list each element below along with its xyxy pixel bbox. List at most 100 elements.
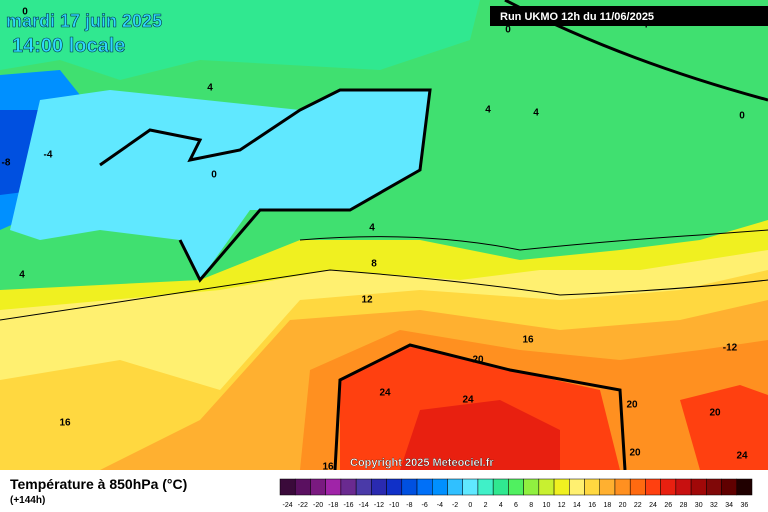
legend-label: -16 (343, 502, 353, 509)
legend-label: 26 (664, 502, 672, 509)
contour-0 (99, 88, 432, 283)
legend-label: 24 (649, 502, 657, 509)
legend-swatch (690, 478, 707, 496)
date-label: mardi 17 juin 2025 (6, 11, 162, 31)
contour-12 (0, 269, 768, 321)
legend-label: -6 (422, 502, 428, 509)
contour-label: 4 (369, 223, 375, 234)
legend-label: 10 (543, 502, 551, 509)
legend-swatch (508, 478, 524, 496)
legend-swatch (371, 478, 387, 496)
contour-label: 4 (533, 108, 539, 119)
legend-swatch (614, 478, 631, 496)
legend-label: 16 (588, 502, 596, 509)
legend-label: -10 (389, 502, 399, 509)
legend-label: -8 (406, 502, 412, 509)
contour-8 (299, 229, 768, 251)
legend-label: 28 (680, 502, 688, 509)
legend-swatch (279, 478, 296, 496)
legend-swatch (660, 478, 677, 496)
legend-swatch (432, 478, 448, 496)
contour-label: 20 (629, 448, 641, 459)
legend-label: -14 (359, 502, 369, 509)
contour-labels: 0 0 4 4 4 4 0 -4 -8 0 4 8 4 12 16 -12 20 24 24 20 20 16 20 24 16 (2, 7, 748, 473)
legend-label: 32 (710, 502, 718, 509)
contour-label: 0 (211, 170, 217, 181)
contour-label: 12 (361, 295, 373, 306)
legend-swatch (355, 478, 372, 496)
time-label: 14:00 locale (12, 35, 125, 57)
run-box (490, 6, 768, 26)
legend-swatch (462, 478, 479, 496)
legend-label: 12 (558, 502, 566, 509)
contour-label: 4 (642, 20, 648, 31)
legend-swatch (386, 478, 403, 496)
legend-swatch (416, 478, 433, 496)
legend-label: 18 (603, 502, 611, 509)
legend-swatch (340, 478, 357, 496)
color-legend: -24 -22 -20 -18 -16 -14 -12 -10 -8 -6 -4 -2 0 2 4 6 8 10 1… (279, 478, 753, 509)
band-26 (400, 400, 560, 470)
band-24-east (680, 385, 768, 470)
contour-label: 16 (322, 462, 334, 473)
legend-label: 0 (468, 502, 472, 509)
footer-title: Température à 850hPa (°C) (10, 476, 187, 492)
legend-label: 20 (619, 502, 627, 509)
legend-label: -12 (374, 502, 384, 509)
legend-label: 2 (484, 502, 488, 509)
legend-label: 34 (725, 502, 733, 509)
contour-label: 8 (371, 259, 377, 270)
contour-label: 0 (505, 25, 511, 36)
legend-label: 8 (529, 502, 533, 509)
contour-label: 20 (472, 355, 484, 366)
footer-lead: (+144h) (10, 495, 45, 506)
contour-label: -8 (2, 158, 11, 169)
legend-swatch (553, 478, 570, 496)
legend-swatch (629, 478, 646, 496)
legend-swatch (492, 478, 509, 496)
contour-label: 4 (207, 83, 213, 94)
legend-swatch (310, 478, 326, 496)
band-0 (10, 90, 430, 280)
contour-label: 4 (485, 105, 491, 116)
contour-label: 24 (379, 388, 391, 399)
legend-label: 6 (514, 502, 518, 509)
contour-label: 20 (709, 408, 721, 419)
legend-swatch (706, 478, 722, 496)
copyright: Copyright 2025 Meteociel.fr (350, 457, 494, 469)
legend-swatch (538, 478, 555, 496)
contour-label: 0 (22, 7, 28, 18)
contour-label: -4 (44, 150, 53, 161)
legend-swatch (569, 478, 585, 496)
legend-label: 30 (695, 502, 703, 509)
legend-swatch (477, 478, 494, 496)
legend-swatch (721, 478, 738, 496)
legend-swatch (599, 478, 616, 496)
contour-label: 20 (626, 400, 638, 411)
contour-label: 24 (736, 451, 748, 462)
legend-label: 4 (499, 502, 503, 509)
contour-label: 0 (739, 111, 745, 122)
legend-label: -24 (283, 502, 293, 509)
legend-label: -22 (298, 502, 308, 509)
legend-swatch (675, 478, 692, 496)
legend-swatch (736, 478, 753, 496)
legend-swatch (523, 478, 540, 496)
legend-swatch (447, 478, 463, 496)
contour-label: 16 (59, 418, 71, 429)
legend-label: 22 (634, 502, 642, 509)
legend-label: -2 (452, 502, 458, 509)
legend-label: -20 (313, 502, 323, 509)
legend-label: 14 (573, 502, 581, 509)
legend-swatch (294, 478, 311, 496)
run-label: Run UKMO 12h du 11/06/2025 (500, 11, 654, 23)
contour-label: 4 (19, 270, 25, 281)
legend-label: -4 (437, 502, 443, 509)
legend-swatch (645, 478, 661, 496)
contour-label: 24 (462, 395, 474, 406)
contour-24 (333, 343, 627, 471)
legend-swatch (584, 478, 600, 496)
legend-label: 36 (740, 502, 748, 509)
legend-swatch (325, 478, 342, 496)
band-4 (0, 0, 480, 80)
